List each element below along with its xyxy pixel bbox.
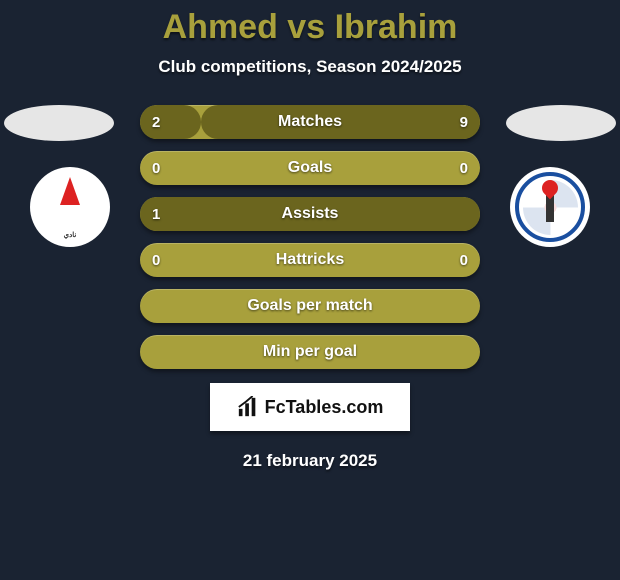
badge-left-caption: نادي bbox=[64, 231, 77, 239]
stat-rows: 2 Matches 9 0 Goals 0 1 Assists 0 Hattricks 0 Goals… bbox=[140, 105, 480, 369]
stat-value-left: 0 bbox=[152, 252, 160, 269]
flag-left-placeholder bbox=[4, 105, 114, 141]
stat-label: Goals per match bbox=[247, 297, 372, 315]
stat-label: Assists bbox=[282, 205, 339, 223]
stat-value-right: 0 bbox=[460, 160, 468, 177]
club-badge-left: نادي bbox=[30, 167, 110, 247]
stat-value-left: 0 bbox=[152, 160, 160, 177]
stat-value-left: 1 bbox=[152, 206, 160, 223]
stat-fill-left bbox=[140, 105, 201, 139]
stat-value-left: 2 bbox=[152, 114, 160, 131]
flag-right-placeholder bbox=[506, 105, 616, 141]
brand-watermark: FcTables.com bbox=[210, 383, 410, 431]
stat-row: 2 Matches 9 bbox=[140, 105, 480, 139]
chart-icon bbox=[237, 396, 259, 418]
stat-row: 1 Assists bbox=[140, 197, 480, 231]
stat-value-right: 9 bbox=[460, 114, 468, 131]
stat-row: Goals per match bbox=[140, 289, 480, 323]
subtitle: Club competitions, Season 2024/2025 bbox=[0, 57, 620, 77]
stat-row: 0 Goals 0 bbox=[140, 151, 480, 185]
page-title: Ahmed vs Ibrahim bbox=[0, 0, 620, 47]
club-badge-right bbox=[510, 167, 590, 247]
stat-value-right: 0 bbox=[460, 252, 468, 269]
stat-label: Min per goal bbox=[263, 343, 357, 361]
stat-label: Goals bbox=[288, 159, 332, 177]
stat-row: 0 Hattricks 0 bbox=[140, 243, 480, 277]
comparison-container: نادي 2Matches90Goals01Assists0Hattricks0… bbox=[0, 105, 620, 369]
brand-text: FcTables.com bbox=[265, 397, 384, 418]
stat-label: Matches bbox=[278, 113, 342, 131]
stat-label: Hattricks bbox=[276, 251, 344, 269]
torch-icon bbox=[546, 192, 554, 222]
stat-row: Min per goal bbox=[140, 335, 480, 369]
club-badge-right-inner bbox=[515, 172, 585, 242]
date-label: 21 february 2025 bbox=[0, 451, 620, 471]
